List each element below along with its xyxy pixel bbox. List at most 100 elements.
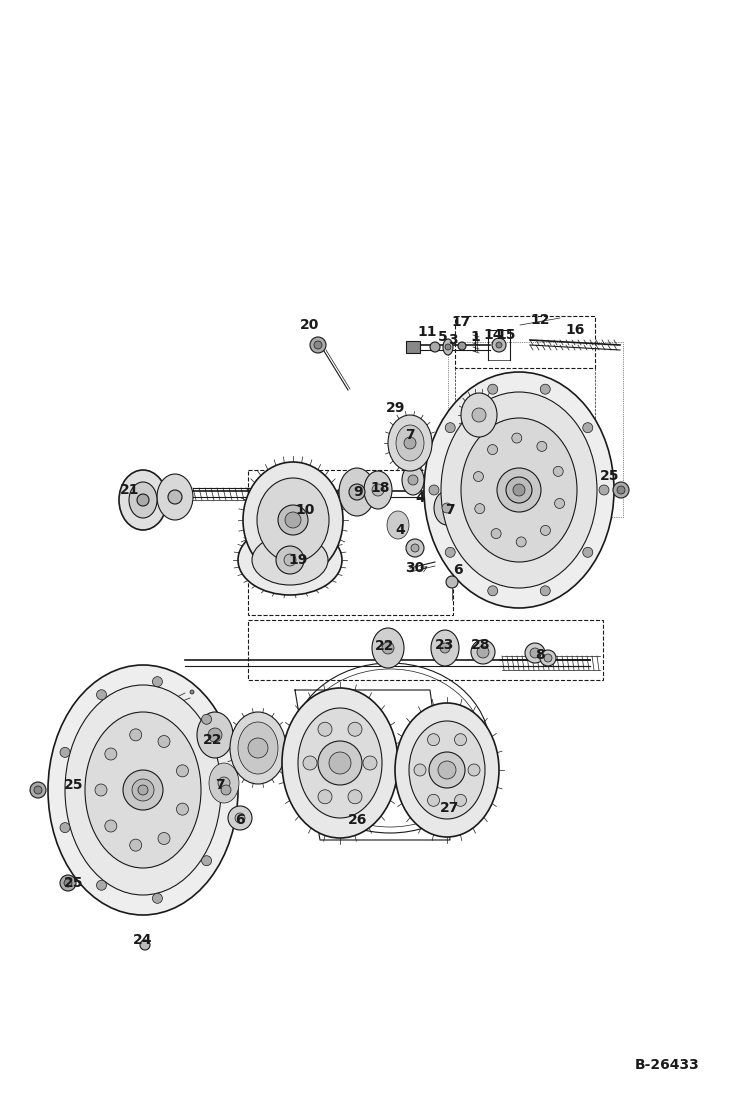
Circle shape — [228, 806, 252, 830]
Text: 11: 11 — [417, 325, 437, 339]
Circle shape — [496, 342, 502, 348]
Circle shape — [95, 784, 107, 796]
Circle shape — [310, 337, 326, 353]
Ellipse shape — [461, 418, 577, 562]
Circle shape — [201, 714, 211, 724]
Circle shape — [411, 544, 419, 552]
Circle shape — [540, 384, 551, 394]
Ellipse shape — [443, 339, 453, 355]
Circle shape — [132, 779, 154, 801]
Ellipse shape — [209, 764, 239, 803]
Circle shape — [140, 940, 150, 950]
Text: 3: 3 — [448, 333, 458, 347]
Ellipse shape — [243, 462, 343, 578]
Circle shape — [303, 756, 317, 770]
Text: 7: 7 — [445, 504, 455, 517]
Bar — [448, 342, 623, 517]
Circle shape — [492, 338, 506, 352]
Ellipse shape — [402, 465, 424, 495]
Circle shape — [105, 748, 117, 760]
Bar — [248, 470, 453, 615]
Ellipse shape — [65, 685, 221, 895]
Text: 9: 9 — [354, 485, 363, 499]
Text: 18: 18 — [370, 480, 389, 495]
Circle shape — [318, 722, 332, 736]
Circle shape — [285, 512, 301, 528]
Text: 12: 12 — [530, 313, 550, 327]
Circle shape — [276, 546, 304, 574]
Circle shape — [382, 642, 394, 654]
Circle shape — [177, 765, 189, 777]
Circle shape — [477, 646, 489, 658]
Circle shape — [554, 466, 563, 476]
Circle shape — [540, 651, 556, 666]
Ellipse shape — [372, 627, 404, 668]
Circle shape — [406, 539, 424, 557]
Ellipse shape — [252, 535, 328, 585]
Text: 7: 7 — [405, 428, 415, 442]
Ellipse shape — [298, 708, 382, 818]
Bar — [406, 341, 420, 353]
Text: 4: 4 — [415, 491, 425, 505]
Circle shape — [130, 728, 142, 740]
Circle shape — [530, 648, 540, 658]
Circle shape — [525, 643, 545, 663]
Ellipse shape — [238, 722, 278, 774]
Circle shape — [455, 794, 467, 806]
Text: 29: 29 — [386, 402, 406, 415]
Ellipse shape — [431, 630, 459, 666]
Text: 23: 23 — [435, 638, 455, 652]
Circle shape — [475, 504, 485, 513]
Text: 25: 25 — [64, 778, 84, 792]
Circle shape — [471, 640, 495, 664]
Ellipse shape — [387, 511, 409, 539]
Circle shape — [60, 875, 76, 891]
Text: 17: 17 — [452, 315, 470, 329]
Circle shape — [372, 484, 384, 496]
Circle shape — [152, 893, 163, 903]
Circle shape — [201, 856, 211, 866]
Circle shape — [583, 422, 592, 432]
Circle shape — [408, 475, 418, 485]
Circle shape — [488, 384, 498, 394]
Text: 22: 22 — [203, 733, 222, 747]
Circle shape — [554, 498, 565, 508]
Circle shape — [64, 879, 72, 887]
Ellipse shape — [388, 415, 432, 471]
Circle shape — [60, 747, 70, 757]
Text: 28: 28 — [471, 638, 491, 652]
Circle shape — [123, 770, 163, 810]
Circle shape — [438, 761, 456, 779]
Ellipse shape — [157, 474, 193, 520]
Circle shape — [446, 576, 458, 588]
Circle shape — [429, 485, 439, 495]
Text: 20: 20 — [300, 318, 320, 332]
Ellipse shape — [238, 525, 342, 595]
Ellipse shape — [197, 712, 233, 758]
Ellipse shape — [85, 712, 201, 868]
Circle shape — [442, 504, 452, 513]
Text: B-26433: B-26433 — [635, 1058, 700, 1072]
Circle shape — [414, 764, 426, 776]
Circle shape — [440, 643, 450, 653]
Circle shape — [458, 342, 466, 350]
Circle shape — [318, 790, 332, 804]
Circle shape — [137, 494, 149, 506]
Text: 14: 14 — [483, 328, 503, 342]
Circle shape — [617, 486, 625, 494]
Circle shape — [190, 690, 194, 694]
Text: 1: 1 — [470, 330, 480, 344]
Text: 15: 15 — [497, 328, 516, 342]
Ellipse shape — [396, 425, 424, 461]
Ellipse shape — [424, 372, 614, 608]
Circle shape — [468, 764, 480, 776]
Circle shape — [540, 586, 551, 596]
Circle shape — [472, 408, 486, 422]
Circle shape — [329, 753, 351, 774]
Ellipse shape — [282, 688, 398, 838]
Circle shape — [314, 341, 322, 349]
Text: 8: 8 — [535, 648, 545, 661]
Circle shape — [583, 547, 592, 557]
Circle shape — [430, 342, 440, 352]
Circle shape — [221, 785, 231, 795]
